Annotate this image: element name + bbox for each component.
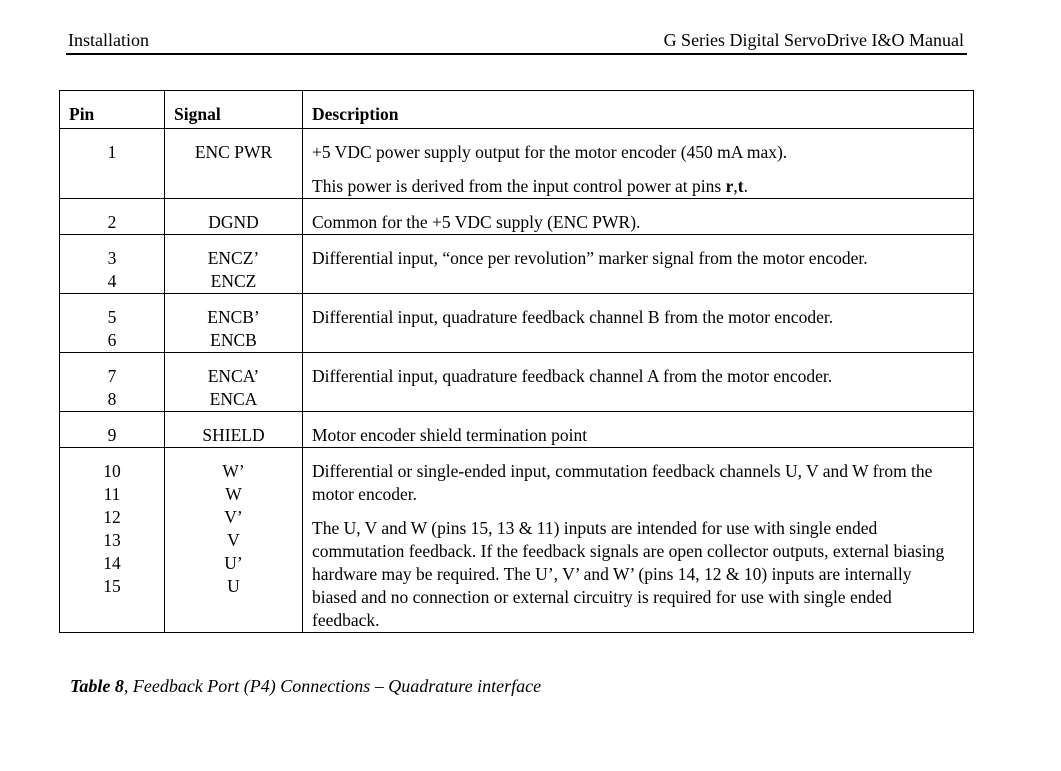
description-text: Differential or single-ended input, comm…: [312, 461, 933, 504]
pin-number: 13: [103, 530, 121, 550]
pin-letter: t: [737, 176, 744, 196]
period: .: [743, 176, 748, 196]
table-row: 10 11 12 13 14 15 W’ W V’ V U’ U Differe…: [59, 447, 974, 633]
description-text: Differential input, quadrature feedback …: [312, 366, 833, 386]
column-header-signal: Signal: [164, 90, 303, 129]
table-caption: Table 8, Feedback Port (P4) Connections …: [70, 676, 541, 697]
pin-number: 1: [107, 142, 117, 162]
column-header-pin: Pin: [59, 90, 165, 129]
signal-name: ENCZ: [210, 271, 257, 291]
pin-number: 11: [103, 484, 121, 504]
feedback-port-table: Pin Signal Description 1 ENC PWR +5 VDC …: [59, 90, 974, 633]
signal-name: V: [227, 530, 240, 550]
pin-number: 5: [107, 307, 117, 327]
caption-label: Table 8: [70, 676, 124, 696]
pin-number: 2: [107, 212, 117, 232]
description-text-part: This power is derived from the input con…: [312, 176, 726, 196]
signal-name: ENCZ’: [207, 248, 260, 268]
table-row: 9 SHIELD Motor encoder shield terminatio…: [59, 411, 974, 448]
description-text: Common for the +5 VDC supply (ENC PWR).: [312, 212, 641, 232]
pin-number: 7: [107, 366, 117, 386]
running-header-section: Installation: [68, 30, 149, 50]
signal-name: W: [225, 484, 242, 504]
column-header-description: Description: [302, 90, 974, 129]
signal-name: ENC PWR: [194, 142, 273, 162]
signal-name: ENCA: [209, 389, 258, 409]
description-text: The U, V and W (pins 15, 13 & 11) inputs…: [312, 518, 945, 630]
pin-number: 3: [107, 248, 117, 268]
running-header-title: G Series Digital ServoDrive I&O Manual: [663, 30, 964, 50]
signal-name: W’: [222, 461, 245, 481]
description-text: This power is derived from the input con…: [312, 175, 973, 198]
pin-number: 14: [103, 553, 121, 573]
separator: ,: [733, 176, 738, 196]
signal-name: DGND: [208, 212, 259, 232]
pin-number: 10: [103, 461, 121, 481]
signal-name: ENCB’: [207, 307, 260, 327]
pin-number: 8: [107, 389, 117, 409]
table-row: 3 4 ENCZ’ ENCZ Differential input, “once p…: [59, 234, 974, 294]
signal-name: U: [227, 576, 240, 596]
caption-text: , Feedback Port (P4) Connections – Quadr…: [123, 676, 542, 696]
table-header-row: Pin Signal Description: [59, 90, 974, 129]
signal-name: SHIELD: [202, 425, 265, 445]
table-row: 7 8 ENCA’ ENCA Differential input, quadrat…: [59, 352, 974, 412]
pin-number: 6: [107, 330, 117, 350]
description-text: Differential input, “once per revolution…: [312, 248, 868, 268]
signal-name: U’: [224, 553, 243, 573]
pin-number: 12: [103, 507, 121, 527]
pin-number: 4: [107, 271, 117, 291]
description-text: Motor encoder shield termination point: [312, 425, 588, 445]
table-row: 2 DGND Common for the +5 VDC supply (ENC…: [59, 198, 974, 235]
signal-name: ENCA’: [207, 366, 260, 386]
pin-letter: r: [725, 176, 734, 196]
table-row: 5 6 ENCB’ ENCB Differential input, quadrat…: [59, 293, 974, 353]
signal-name: ENCB: [210, 330, 257, 350]
header-rule: [66, 53, 967, 55]
description-text: Differential input, quadrature feedback …: [312, 307, 834, 327]
pin-number: 9: [107, 425, 117, 445]
table-row: 1 ENC PWR +5 VDC power supply output for…: [59, 128, 974, 199]
description-text: +5 VDC power supply output for the motor…: [312, 142, 788, 162]
pin-number: 15: [103, 576, 121, 596]
signal-name: V’: [224, 507, 243, 527]
